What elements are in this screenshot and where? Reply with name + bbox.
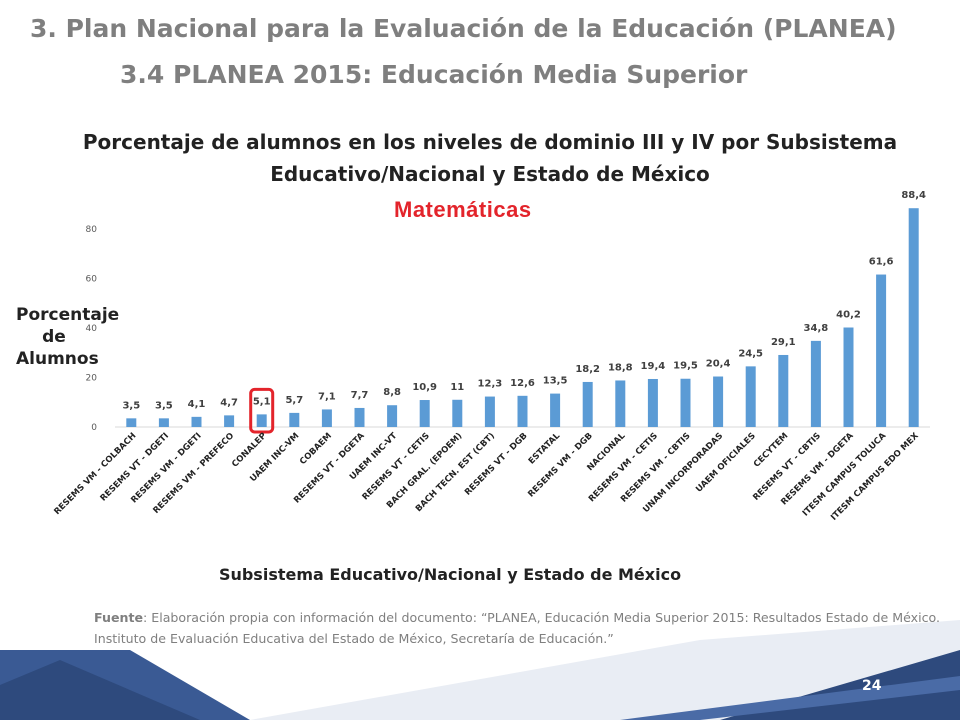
source-note: Fuente: Elaboración propia con informaci… [94,607,940,649]
data-label: 88,4 [901,190,926,201]
chart-title-line1: Porcentaje de alumnos en los niveles de … [82,130,898,154]
page-number: 24 [862,678,882,694]
data-label: 24,5 [738,348,763,359]
data-label: 19,4 [641,361,666,372]
data-label: 4,1 [188,399,206,410]
bar [126,418,137,427]
bar [843,327,854,427]
bar [810,340,821,427]
bar [550,393,561,427]
page-subtitle: 3.4 PLANEA 2015: Educación Media Superio… [120,60,748,89]
footer-swoosh [250,620,960,720]
y-axis-label: Porcentaje de Alumnos [16,305,120,369]
bar [256,414,267,427]
data-label: 3,5 [122,400,140,411]
bar [387,405,398,427]
bar [680,378,691,427]
x-axis-label: Subsistema Educativo/Nacional y Estado d… [218,565,682,584]
bar [224,415,235,427]
footer-band-right-light [620,676,960,720]
bar [191,416,202,427]
chart-title-line2: Educativo/Nacional y Estado de México [270,162,710,186]
data-label: 10,9 [412,382,437,393]
x-tick-label: RESEMS VM - DGB [526,431,594,499]
data-label: 18,8 [608,362,633,373]
bar [354,407,365,427]
bar [615,380,626,427]
bar [876,274,887,427]
bar [321,409,332,427]
bar [745,366,756,427]
y-tick-label: 60 [86,275,98,285]
data-label: 40,2 [836,310,861,321]
data-label: 20,4 [706,359,731,370]
data-label: 5,1 [253,396,271,407]
chart-subject: Matemáticas [394,197,532,222]
data-label: 61,6 [869,257,894,268]
data-label: 13,5 [543,376,568,387]
bar [158,418,169,427]
bar [484,396,495,427]
bar [713,376,724,427]
bar [452,399,463,427]
data-label: 8,8 [383,387,401,398]
source-text: : Elaboración propia con información del… [94,610,940,646]
data-label: 19,5 [673,361,698,372]
x-tick-label: UAEM OFICIALES [694,431,758,495]
data-label: 34,8 [804,323,829,334]
bar [908,208,919,427]
bar [419,400,430,427]
data-label: 7,1 [318,391,336,402]
x-tick-label: RESEMS VT - DGB [463,431,530,498]
highlight-box [249,387,275,434]
data-label: 5,7 [285,395,303,406]
y-tick-label: 80 [86,225,98,235]
bar [647,378,658,427]
y-tick-label: 40 [86,324,98,334]
data-label: 3,5 [155,400,173,411]
source-label: Fuente [94,610,144,625]
data-label: 11 [450,382,464,393]
bar [778,354,789,427]
page-title: 3. Plan Nacional para la Evaluación de l… [30,14,897,43]
bar [582,381,593,427]
data-label: 12,3 [478,379,503,390]
y-tick-label: 20 [86,374,98,384]
data-label: 12,6 [510,378,535,389]
data-label: 7,7 [351,390,369,401]
data-label: 4,7 [220,397,238,408]
bar [289,412,300,427]
data-label: 18,2 [575,364,600,375]
footer-band-left-dark [0,660,200,720]
y-tick-label: 0 [91,423,97,433]
bar [517,395,528,427]
data-label: 29,1 [771,337,796,348]
